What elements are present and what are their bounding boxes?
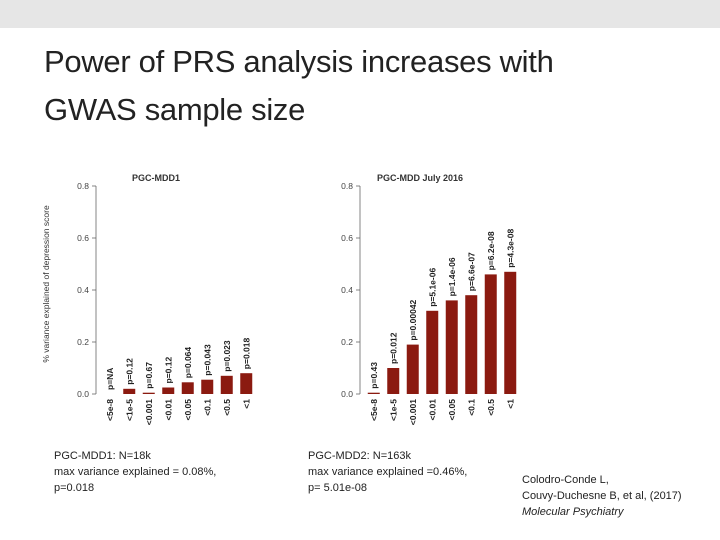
citation-journal: Molecular Psychiatry <box>522 506 624 518</box>
x-tick-label: <5e-8 <box>105 399 115 421</box>
bar-p-label: p=6.6e-07 <box>466 252 476 291</box>
top-bar <box>0 0 720 28</box>
slide-title-line-2: GWAS sample size <box>44 92 306 127</box>
bar-p-label: p=NA <box>105 368 115 390</box>
bar <box>445 300 458 394</box>
bar <box>220 375 233 394</box>
bar <box>142 392 155 394</box>
bar <box>504 271 517 394</box>
bar-p-label: p=0.12 <box>163 357 173 384</box>
y-tick-label: 0.8 <box>341 181 353 191</box>
x-tick-label: <1 <box>505 399 515 409</box>
bar <box>162 387 175 394</box>
x-tick-label: <0.05 <box>447 399 457 421</box>
x-tick-label: <0.001 <box>144 399 154 426</box>
slide-title-line-1: Power of PRS analysis increases with <box>44 44 554 79</box>
bar-p-label: p=0.043 <box>202 344 212 376</box>
bar-p-label: p=0.67 <box>144 362 154 389</box>
caption-left-line-3: p=0.018 <box>54 482 95 494</box>
caption-middle: PGC-MDD2: N=163k max variance explained … <box>308 448 467 496</box>
x-tick-label: <0.001 <box>408 399 418 426</box>
y-tick-label: 0.8 <box>77 181 89 191</box>
bar <box>367 392 380 394</box>
y-axis-label: % variance explained of depression score <box>41 205 51 363</box>
bar-p-label: p=0.00042 <box>408 299 418 340</box>
bar-p-label: p=0.12 <box>124 358 134 385</box>
bar <box>465 295 478 394</box>
bar-p-label: p=4.3e-08 <box>505 229 515 268</box>
bar-p-label: p=0.018 <box>241 338 251 370</box>
x-tick-label: <0.01 <box>163 399 173 421</box>
bar-p-label: p=6.2e-08 <box>486 231 496 270</box>
x-tick-label: <0.5 <box>222 399 232 416</box>
bar-p-label: p=0.023 <box>222 340 232 372</box>
bar <box>426 310 439 394</box>
x-tick-label: <0.1 <box>466 399 476 416</box>
x-tick-label: <0.5 <box>486 399 496 416</box>
y-tick-label: 0.2 <box>341 337 353 347</box>
y-tick-label: 0.6 <box>341 233 353 243</box>
y-tick-label: 0.4 <box>77 285 89 295</box>
caption-left-line-2: max variance explained = 0.08%, <box>54 466 217 478</box>
bar <box>123 388 136 394</box>
x-tick-label: <5e-8 <box>369 399 379 421</box>
caption-middle-line-3: p= 5.01e-08 <box>308 482 368 494</box>
caption-left-line-1: PGC-MDD1: N=18k <box>54 450 151 462</box>
citation-line-2: Couvy-Duchesne B, et al, (2017) <box>522 490 682 502</box>
chart-pgc-mdd1: PGC-MDD1 % variance explained of depressi… <box>41 173 253 426</box>
x-tick-label: <0.1 <box>202 399 212 416</box>
bar <box>484 274 497 394</box>
chart-title: PGC-MDD1 <box>132 173 180 183</box>
bar-p-label: p=5.1e-06 <box>427 268 437 307</box>
caption-middle-line-2: max variance explained =0.46%, <box>308 466 468 478</box>
bar <box>181 382 194 394</box>
bar-p-label: p=1.4e-06 <box>447 257 457 296</box>
citation-line-1: Colodro-Conde L, <box>522 474 609 486</box>
x-tick-label: <1 <box>241 399 251 409</box>
citation: Colodro-Conde L, Couvy-Duchesne B, et al… <box>522 472 682 520</box>
caption-middle-line-1: PGC-MDD2: N=163k <box>308 450 412 462</box>
bar-p-label: p=0.064 <box>183 347 193 379</box>
y-tick-label: 0.6 <box>77 233 89 243</box>
y-tick-label: 0.0 <box>341 389 353 399</box>
x-tick-label: <1e-5 <box>124 399 134 421</box>
bar-p-label: p=0.012 <box>388 332 398 364</box>
y-tick-label: 0.2 <box>77 337 89 347</box>
x-tick-label: <0.01 <box>427 399 437 421</box>
x-tick-label: <1e-5 <box>388 399 398 421</box>
y-tick-label: 0.0 <box>77 389 89 399</box>
caption-left: PGC-MDD1: N=18k max variance explained =… <box>54 448 216 496</box>
slide-title: Power of PRS analysis increases with GWA… <box>44 38 684 134</box>
bar <box>201 379 214 394</box>
x-tick-label: <0.05 <box>183 399 193 421</box>
bar-p-label: p=0.43 <box>369 362 379 389</box>
bar <box>240 373 253 394</box>
bar <box>406 344 419 394</box>
bar <box>387 368 400 394</box>
chart-pgc-mdd-july-2016: PGC-MDD July 2016 0.0 0.2 0.4 0.6 0.8 p=0.43 <5… <box>341 173 517 426</box>
chart-title: PGC-MDD July 2016 <box>377 173 463 183</box>
y-tick-label: 0.4 <box>341 285 353 295</box>
